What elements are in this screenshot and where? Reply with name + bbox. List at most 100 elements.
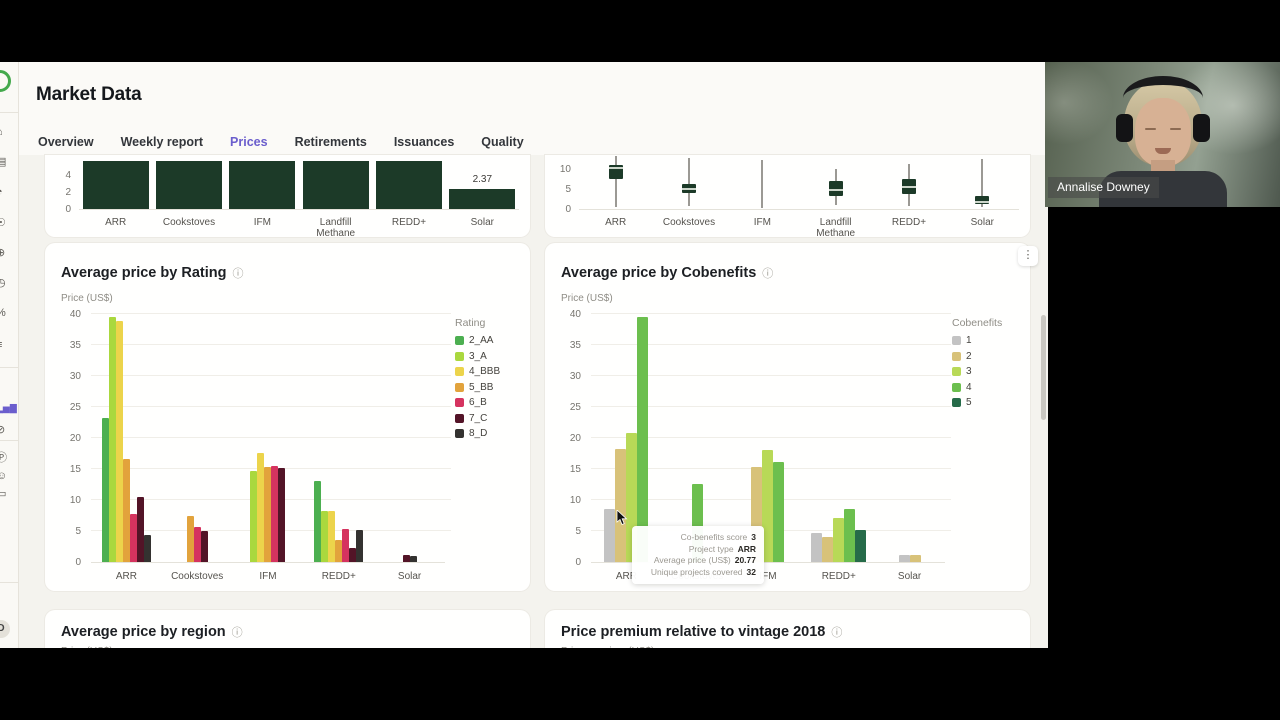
info-icon[interactable]: ⓘ bbox=[231, 627, 243, 639]
comment-icon[interactable]: ▭ bbox=[0, 488, 14, 500]
bar[interactable] bbox=[349, 547, 357, 562]
tooltip-label: Average price (US$) bbox=[653, 555, 731, 565]
bar[interactable] bbox=[409, 556, 417, 562]
ban-icon[interactable]: ⊘ bbox=[0, 424, 14, 436]
bar[interactable] bbox=[122, 459, 130, 562]
bar[interactable] bbox=[143, 535, 151, 562]
bar[interactable] bbox=[898, 554, 910, 562]
bar[interactable] bbox=[335, 540, 343, 562]
circle-p-icon[interactable]: Ⓟ bbox=[0, 452, 14, 464]
boxplot-plot[interactable] bbox=[579, 155, 1019, 210]
bar-chart-plot[interactable]: 2.37 bbox=[79, 155, 519, 210]
scrollbar-thumb[interactable] bbox=[1041, 315, 1046, 420]
bar[interactable] bbox=[250, 471, 258, 562]
bar[interactable] bbox=[101, 418, 109, 562]
chart-legend: Rating 2_AA 3_A 4_BBB 5_BB 6_B 7_C 8_D bbox=[455, 317, 527, 444]
info-icon[interactable]: ⓘ bbox=[831, 627, 843, 639]
legend-item[interactable]: 5 bbox=[952, 397, 1026, 408]
legend-item[interactable]: 2_AA bbox=[455, 335, 527, 346]
bar[interactable] bbox=[402, 555, 410, 562]
info-icon[interactable]: ⓘ bbox=[232, 268, 244, 280]
bar[interactable] bbox=[342, 528, 350, 562]
screen-share-window: ⌂ ▤ ◔ ☉ ⊕ ◷ % ≡ ▂▅▇ ⊘ Ⓟ ☺ ▭ › D Market D… bbox=[0, 62, 1048, 648]
bar[interactable] bbox=[691, 483, 703, 562]
bar[interactable] bbox=[762, 450, 774, 562]
smile-icon[interactable]: ☺ bbox=[0, 470, 14, 482]
boxplot-box[interactable] bbox=[828, 181, 843, 196]
legend-item[interactable]: 1 bbox=[952, 335, 1026, 346]
bar[interactable] bbox=[626, 433, 638, 562]
bar[interactable] bbox=[811, 533, 823, 562]
tab-prices[interactable]: Prices bbox=[214, 135, 283, 161]
bar[interactable] bbox=[773, 461, 785, 562]
bar[interactable] bbox=[855, 529, 867, 562]
card-menu-button[interactable]: ⋮ bbox=[1018, 246, 1038, 266]
bar[interactable] bbox=[257, 452, 265, 562]
legend-item[interactable]: 3_A bbox=[455, 351, 527, 362]
bar[interactable] bbox=[314, 480, 322, 562]
bar[interactable] bbox=[108, 317, 116, 562]
pie-chart-icon[interactable]: ◔ bbox=[0, 186, 14, 198]
bar[interactable] bbox=[82, 161, 149, 209]
bar-chart-icon[interactable]: ▂▅▇ bbox=[0, 403, 17, 413]
tab-retirements[interactable]: Retirements bbox=[294, 135, 367, 149]
bar[interactable] bbox=[604, 509, 616, 562]
bar[interactable] bbox=[833, 517, 845, 562]
boxplot-box[interactable] bbox=[975, 196, 990, 204]
bar[interactable] bbox=[271, 465, 279, 562]
bar[interactable] bbox=[615, 448, 627, 562]
legend-item[interactable]: 4 bbox=[952, 382, 1026, 393]
grouped-bar-plot[interactable] bbox=[91, 313, 451, 563]
bar[interactable] bbox=[356, 529, 364, 562]
bar[interactable] bbox=[200, 531, 208, 562]
user-avatar[interactable]: D bbox=[0, 620, 10, 638]
tab-weekly-report[interactable]: Weekly report bbox=[120, 135, 204, 149]
tab-quality[interactable]: Quality bbox=[481, 135, 524, 149]
bar[interactable] bbox=[278, 468, 286, 562]
bar[interactable] bbox=[637, 317, 649, 562]
tab-overview[interactable]: Overview bbox=[38, 135, 94, 149]
globe-icon[interactable]: ⊕ bbox=[0, 247, 14, 259]
list-icon[interactable]: ≡ bbox=[0, 339, 14, 351]
bar[interactable] bbox=[375, 161, 442, 209]
bar[interactable] bbox=[115, 321, 123, 562]
bar[interactable] bbox=[822, 536, 834, 562]
bar[interactable] bbox=[193, 527, 201, 562]
info-icon[interactable]: ⓘ bbox=[762, 268, 774, 280]
bar[interactable] bbox=[229, 161, 296, 209]
tooltip-label: Unique projects covered bbox=[650, 566, 743, 577]
bar[interactable] bbox=[328, 511, 336, 562]
bar[interactable] bbox=[186, 516, 194, 562]
y-axis: 0 5 10 15 20 25 30 35 40 bbox=[69, 309, 81, 568]
legend-item[interactable]: 3 bbox=[952, 366, 1026, 377]
legend-item[interactable]: 8_D bbox=[455, 428, 527, 439]
legend-item[interactable]: 5_BB bbox=[455, 382, 527, 393]
x-axis: ARR Cookstoves IFM Landfill Methane REDD+ Sol… bbox=[105, 217, 494, 237]
bar[interactable] bbox=[136, 496, 144, 562]
avg-price-by-region-card: Average price by region ⓘ Price (US$) bbox=[45, 610, 530, 648]
clock-icon[interactable]: ◷ bbox=[0, 277, 14, 289]
bar[interactable] bbox=[321, 511, 329, 562]
bar[interactable] bbox=[264, 467, 272, 562]
tab-issuances[interactable]: Issuances bbox=[393, 135, 455, 149]
legend-item[interactable]: 7_C bbox=[455, 413, 527, 424]
legend-item[interactable]: 2 bbox=[952, 351, 1026, 362]
legend-item[interactable]: 6_B bbox=[455, 397, 527, 408]
document-icon[interactable]: ▤ bbox=[0, 156, 14, 168]
chart-tooltip: Co-benefits score 3 Project type ARR Avera… bbox=[632, 526, 764, 584]
bar[interactable] bbox=[844, 508, 856, 562]
bar[interactable] bbox=[302, 161, 369, 209]
percent-icon[interactable]: % bbox=[0, 307, 14, 319]
bar[interactable] bbox=[449, 188, 516, 209]
bar[interactable] bbox=[129, 513, 137, 562]
bar[interactable] bbox=[751, 467, 763, 562]
chevron-right-icon[interactable]: › bbox=[0, 514, 14, 526]
user-icon[interactable]: ☉ bbox=[0, 217, 14, 229]
page-title: Market Data bbox=[36, 84, 142, 105]
legend-item[interactable]: 4_BBB bbox=[455, 366, 527, 377]
bar[interactable] bbox=[909, 555, 921, 562]
home-icon[interactable]: ⌂ bbox=[0, 126, 14, 138]
bar[interactable] bbox=[155, 161, 222, 209]
grouped-bar-plot[interactable] bbox=[591, 313, 951, 563]
